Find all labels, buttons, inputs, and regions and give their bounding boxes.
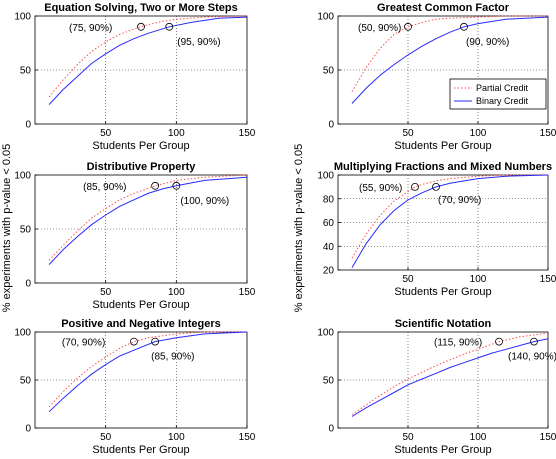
threshold-marker [130, 337, 138, 346]
threshold-marker [404, 22, 412, 31]
annotation-label: (95, 90%) [177, 37, 220, 48]
x-tick-label: 50 [402, 274, 414, 285]
annotation-label: (55, 90%) [359, 183, 402, 194]
annotation-label: (115, 90%) [434, 338, 482, 349]
x-tick-label: 100 [168, 128, 185, 139]
binary-credit-line [48, 331, 248, 413]
y-tick-label: 0 [25, 424, 31, 435]
annotation-label: (75, 90%) [69, 23, 112, 34]
y-tick-label: 40 [323, 242, 335, 253]
y-tick-label: 100 [14, 171, 31, 182]
partial-credit-line [351, 15, 548, 92]
y-tick-label: 100 [14, 12, 31, 23]
x-tick-label: 50 [402, 128, 414, 139]
x-tick-label: 50 [402, 432, 414, 443]
x-axis-label: Students Per Group [394, 444, 491, 456]
panel-title: Scientific Notation [395, 318, 492, 330]
y-tick-label: 100 [317, 12, 334, 23]
partial-credit-line [48, 331, 247, 408]
threshold-marker [151, 337, 160, 346]
y-tick-label: 50 [323, 376, 335, 387]
y-tick-label: 50 [20, 225, 32, 236]
threshold-marker [151, 181, 160, 190]
x-tick-label: 50 [100, 128, 112, 139]
annotation-label: (100, 90%) [180, 196, 229, 207]
y-tick-label: 50 [323, 66, 335, 77]
y-tick-label: 50 [20, 376, 32, 387]
chart-panel-4: Multiplying Fractions and Mixed Numbers 5… [317, 161, 556, 298]
annotation-label: (70, 90%) [62, 338, 105, 349]
y-tick-label: 60 [323, 218, 335, 229]
x-tick-label: 100 [168, 287, 185, 298]
threshold-marker [172, 181, 181, 190]
x-axis-label: Students Per Group [92, 299, 189, 311]
threshold-marker [165, 22, 174, 31]
threshold-marker [432, 182, 440, 191]
panel-title: Equation Solving, Two or More Steps [44, 2, 238, 14]
y-tick-label: 0 [328, 120, 334, 131]
x-tick-label: 150 [239, 432, 256, 443]
binary-credit-line [48, 16, 248, 105]
x-axis-label: Students Per Group [92, 444, 189, 456]
threshold-marker [411, 182, 419, 191]
annotation-label: (85, 90%) [151, 352, 194, 363]
partial-credit-line [351, 174, 548, 259]
panel-title: Greatest Common Factor [377, 2, 510, 14]
y-tick-label: 20 [323, 266, 335, 277]
threshold-marker [137, 22, 145, 31]
x-tick-label: 150 [540, 128, 556, 139]
annotation-label: (90, 90%) [466, 37, 509, 48]
x-tick-label: 150 [540, 274, 556, 285]
legend-box [449, 78, 547, 110]
y-tick-label: 80 [323, 194, 335, 205]
binary-credit-line [351, 174, 549, 268]
y-tick-label: 100 [317, 328, 334, 339]
panel-title: Distributive Property [87, 161, 197, 173]
threshold-marker [530, 337, 538, 346]
binary-credit-line [351, 16, 549, 104]
x-tick-label: 50 [100, 287, 112, 298]
annotation-label: (50, 90%) [358, 23, 401, 34]
y-tick-label: 0 [328, 424, 334, 435]
shared-y-axis-label-right: % experiments with p-value < 0.05 [293, 144, 305, 312]
x-axis-label: Students Per Group [394, 140, 491, 152]
threshold-marker [495, 337, 503, 346]
x-tick-label: 150 [239, 287, 256, 298]
x-axis-label: Students Per Group [394, 286, 491, 298]
panel-title: Positive and Negative Integers [61, 318, 221, 330]
x-tick-label: 100 [168, 432, 185, 443]
threshold-marker [460, 22, 468, 31]
y-tick-label: 0 [25, 120, 31, 131]
binary-credit-line [351, 338, 549, 417]
x-tick-label: 150 [239, 128, 256, 139]
x-tick-label: 100 [470, 432, 487, 443]
chart-panel-1: Equation Solving, Two or More Steps 50 100… [14, 2, 255, 152]
x-tick-label: 50 [100, 432, 112, 443]
annotation-label: (85, 90%) [83, 182, 126, 193]
panel-title: Multiplying Fractions and Mixed Numbers [334, 161, 552, 173]
y-tick-label: 100 [317, 171, 334, 182]
partial-credit-line [48, 15, 248, 98]
legend: Partial Credit Binary Credit [449, 78, 547, 110]
y-tick-label: 0 [25, 279, 31, 290]
x-tick-label: 150 [540, 432, 556, 443]
partial-credit-line [351, 332, 549, 416]
shared-y-axis-label: % experiments with p-value < 0.05 [1, 144, 13, 312]
chart-panel-5: Positive and Negative Integers 50 100 150 0 5… [14, 318, 255, 456]
y-tick-label: 50 [20, 66, 32, 77]
y-tick-label: 100 [14, 328, 31, 339]
x-axis-label: Students Per Group [92, 140, 189, 152]
annotation-label: (140, 90%) [508, 352, 556, 363]
binary-credit-line [48, 176, 248, 265]
annotation-label: (70, 90%) [438, 195, 481, 206]
legend-label-binary: Binary Credit [476, 96, 529, 106]
x-tick-label: 100 [470, 128, 487, 139]
legend-label-partial: Partial Credit [476, 83, 529, 93]
x-tick-label: 100 [470, 274, 487, 285]
